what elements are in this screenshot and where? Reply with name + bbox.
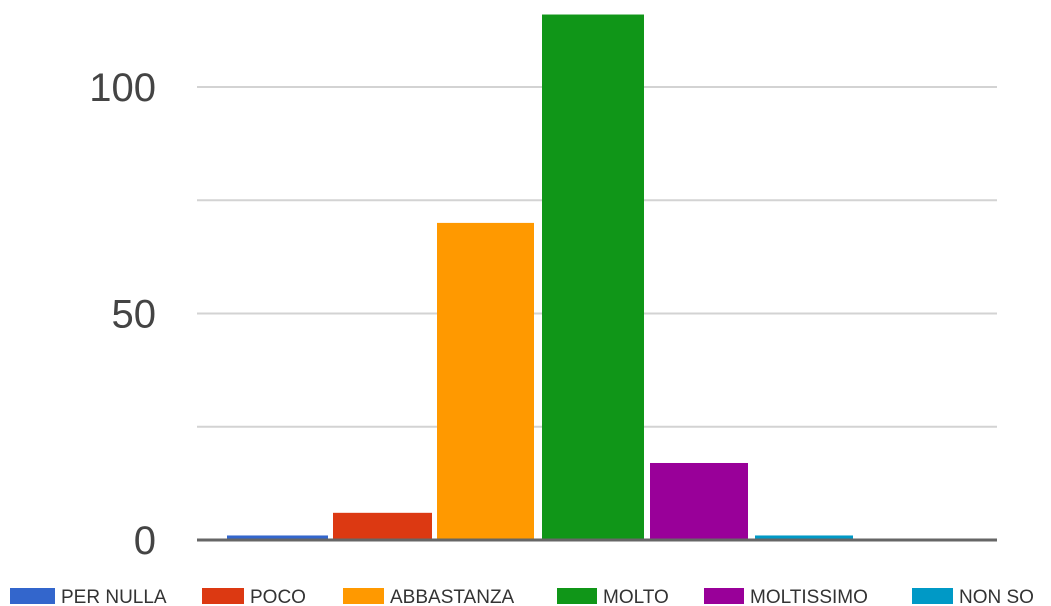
bars (227, 14, 853, 540)
legend-label-molto: MOLTO (603, 587, 669, 606)
bar-moltissimo[interactable] (650, 462, 748, 540)
y-tick-label-50: 50 (112, 293, 157, 337)
legend-label-non-so: NON SO (959, 587, 1034, 606)
legend-swatch-abbastanza (343, 588, 384, 604)
legend-swatch-non-so (912, 588, 953, 604)
legend-label-moltissimo: MOLTISSIMO (750, 587, 868, 606)
bar-per-nulla[interactable] (227, 535, 328, 540)
bar-abbastanza[interactable] (437, 222, 534, 540)
bar-poco[interactable] (333, 512, 432, 540)
y-tick-label-0: 0 (134, 519, 156, 563)
legend-label-abbastanza: ABBASTANZA (390, 587, 515, 606)
legend-swatch-molto (557, 588, 597, 604)
legend-label-per-nulla: PER NULLA (61, 587, 167, 606)
legend-swatch-poco (202, 588, 244, 604)
bar-molto[interactable] (542, 14, 644, 540)
legend-swatch-per-nulla (10, 588, 55, 604)
bar-non-so[interactable] (755, 535, 853, 540)
legend: PER NULLA POCO ABBASTANZA MOLTO MOLTISSIMO NO… (10, 587, 1034, 606)
y-axis: 0 50 100 (89, 66, 156, 563)
y-tick-label-100: 100 (89, 66, 156, 110)
legend-swatch-moltissimo (704, 588, 744, 604)
legend-label-poco: POCO (250, 587, 306, 606)
